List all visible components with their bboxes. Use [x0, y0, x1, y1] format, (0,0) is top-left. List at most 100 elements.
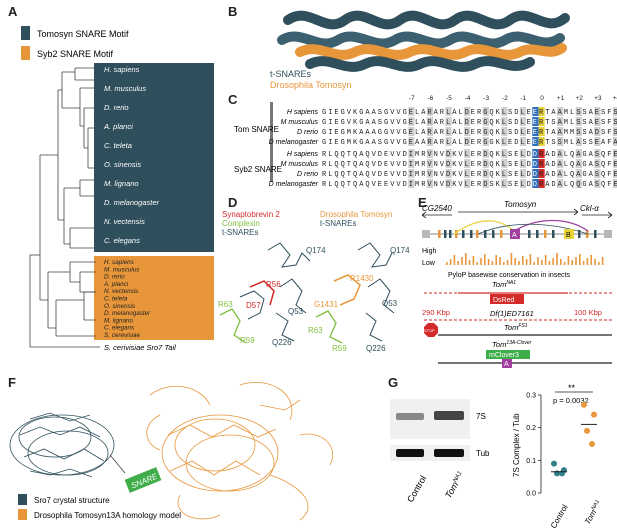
syb2-species-2: D. rerio [104, 274, 125, 281]
conservation-bar [491, 261, 494, 265]
tomosyn-species-9: C. elegans [104, 236, 140, 245]
alignment-residue: S [378, 119, 382, 127]
alignment-residue: D [527, 161, 531, 169]
alignment-residue: S [576, 109, 580, 117]
alignment-residue: L [458, 109, 462, 117]
exon [552, 230, 555, 238]
alignment-residue: M [570, 129, 574, 137]
alignment-residue: E [334, 119, 338, 127]
alignment-residue: L [328, 151, 332, 159]
alignment-residue: K [496, 119, 501, 127]
mclover-box [486, 350, 530, 359]
alignment-residue: V [427, 171, 432, 179]
alignment-residue: R [539, 119, 544, 127]
alignment-residue: E [514, 151, 518, 159]
alignment-residue: Q [334, 151, 338, 159]
alignment-residue: S [589, 139, 593, 147]
alignment-residue: I [409, 151, 413, 159]
syb2-species-3: A. planci [103, 281, 129, 288]
alignment-residue: L [520, 119, 524, 127]
alignment-residue: Q [601, 171, 605, 179]
alignment-residue: Q [570, 151, 574, 159]
conservation-bar [563, 262, 566, 265]
alignment-residue: G [403, 109, 407, 117]
alignment-residue: S [595, 171, 599, 179]
alignment-highlight [445, 159, 452, 168]
alignment-residue: D [465, 139, 469, 147]
tomosyn-species-6: M. lignano [104, 179, 139, 188]
alignment-highlight [501, 179, 508, 188]
alignment-residue: S [508, 119, 512, 127]
alignment-highlight [464, 179, 471, 188]
alignment-residue: M [564, 109, 568, 117]
alignment-residue: R [477, 151, 482, 159]
exon-b-label: B [566, 232, 571, 239]
alignment-highlight [501, 137, 508, 146]
alignment-residue: R [477, 161, 482, 169]
tomosyn-species-7: D. melanogaster [104, 198, 160, 207]
alignment-highlight [426, 137, 434, 146]
alignment-residue: G [322, 109, 326, 117]
alignment-residue: G [403, 129, 407, 137]
exon-a-label: A [512, 232, 517, 239]
alignment-residue: V [427, 161, 432, 169]
conservation-bar [514, 258, 516, 265]
panel-letter-c: C [228, 92, 238, 107]
alignment-highlight [557, 137, 564, 146]
alignment-residue: R [539, 151, 544, 159]
alignment-residue: G [341, 139, 345, 147]
alignment-highlight [575, 107, 582, 116]
alignment-residue: M [347, 129, 351, 137]
tomosyn-clade-block [94, 63, 214, 252]
stop-label: STOP [424, 328, 435, 333]
alignment-residue: A [415, 139, 420, 147]
alignment-residue: A [365, 129, 370, 137]
alignment-residue: Q [334, 171, 338, 179]
alignment-highlight [612, 137, 617, 146]
alignment-residue: L [502, 119, 506, 127]
alignment-residue: E [527, 129, 531, 137]
alignment-residue: A [576, 171, 581, 179]
alignment-residue: T [545, 109, 549, 117]
alignment-residue: S [595, 161, 599, 169]
alignment-residue: E [533, 129, 537, 137]
alignment-residue: Q [570, 161, 574, 169]
alignment-residue: K [452, 181, 457, 189]
alignment-highlight [408, 117, 415, 126]
syb2-species-0: H. sapiens [104, 259, 135, 266]
alignment-residue: E [533, 139, 537, 147]
alignment-residue: D [403, 181, 407, 189]
alignment-residue: I [409, 161, 413, 169]
alignment-residue: F [607, 151, 611, 159]
g-ytick-label: 0.3 [526, 393, 536, 400]
alignment-highlight [612, 107, 617, 116]
alignment-residue: T [347, 151, 351, 159]
alignment-highlight [519, 137, 527, 146]
alignment-highlight [557, 169, 564, 178]
conservation-bar [544, 255, 547, 265]
alignment-residue: A [421, 139, 426, 147]
g-point-1-2 [584, 427, 590, 434]
alignment-residue: V [458, 171, 463, 179]
alignment-residue: G [483, 129, 487, 137]
alignment-residue: V [396, 109, 401, 117]
alignment-highlight [594, 117, 601, 126]
alignment-residue: V [440, 161, 445, 169]
alignment-residue: L [328, 181, 332, 189]
blot-tub-label: Tub [476, 449, 490, 458]
alignment-residue: D [483, 161, 487, 169]
position-10: +3 [594, 95, 602, 102]
alignment-highlight [426, 107, 434, 116]
alignment-highlight [538, 117, 545, 126]
alignment-residue: N [434, 181, 438, 189]
alignment-residue: L [446, 139, 450, 147]
alignment-residue: L [465, 181, 469, 189]
alignment-residue: A [589, 151, 594, 159]
alignment-species-7: D melanogaster [269, 181, 319, 188]
alignment-residue: I [328, 129, 332, 137]
alignment-residue: L [446, 129, 450, 137]
alignment-residue: V [458, 181, 463, 189]
alignment-highlight [519, 159, 527, 168]
alignment-residue: V [390, 109, 395, 117]
alignment-residue: R [322, 171, 327, 179]
